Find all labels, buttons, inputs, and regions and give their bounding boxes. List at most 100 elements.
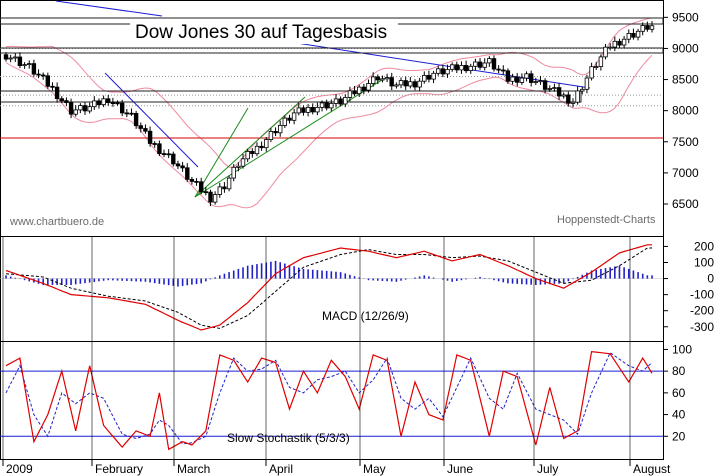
candle-body xyxy=(198,181,204,193)
candle-body xyxy=(68,102,74,115)
stochastic-tick-label: 100 xyxy=(672,342,692,356)
x-tick-label: June xyxy=(447,462,473,476)
candle-body xyxy=(608,46,613,49)
candle-body xyxy=(217,186,222,195)
candle-body xyxy=(640,25,645,32)
candle-body xyxy=(626,33,631,40)
candle-body xyxy=(64,100,69,103)
price-tick-label: 8000 xyxy=(672,104,699,118)
candle-body xyxy=(231,166,236,179)
candle-body xyxy=(542,80,548,90)
candle-body xyxy=(422,75,427,82)
candle-body xyxy=(152,143,157,145)
candle-body xyxy=(296,107,301,114)
candle-body xyxy=(268,130,274,140)
candle-body xyxy=(398,80,404,86)
fan-line xyxy=(194,96,306,198)
candle-body xyxy=(524,73,529,79)
candle-body xyxy=(143,128,148,132)
candle-body xyxy=(305,107,311,113)
candle-body xyxy=(338,98,343,105)
candle-body xyxy=(310,107,315,113)
candle-body xyxy=(78,105,83,111)
x-tick-label: February xyxy=(95,462,143,476)
candle-body xyxy=(394,84,399,87)
candle-body xyxy=(510,76,515,82)
candle-body xyxy=(375,76,380,81)
candle-body xyxy=(133,113,139,127)
candle-body xyxy=(319,102,325,108)
candle-body xyxy=(621,38,627,46)
candle-body xyxy=(552,87,557,89)
candle-body xyxy=(589,66,594,79)
watermark-left: www.chartbuero.de xyxy=(9,216,104,228)
candle-body xyxy=(45,75,50,87)
stochastic-k-line xyxy=(5,350,653,451)
macd-line xyxy=(5,244,652,331)
candle-body xyxy=(124,112,129,115)
macd-tick-label: 200 xyxy=(694,239,714,253)
candle-body xyxy=(408,81,413,87)
candle-body xyxy=(96,100,102,106)
candle-body xyxy=(203,191,208,194)
candle-body xyxy=(645,25,650,30)
candle-body xyxy=(505,70,511,82)
candle-body xyxy=(570,101,576,104)
macd-layer xyxy=(0,244,663,331)
macd-tick-label: -300 xyxy=(690,320,714,334)
candle-body xyxy=(329,103,334,109)
candle-body xyxy=(533,81,538,83)
candle-body xyxy=(212,194,218,203)
candle-body xyxy=(115,102,120,105)
candle-body xyxy=(208,191,213,203)
candle-body xyxy=(496,68,501,71)
candle-body xyxy=(598,56,604,68)
candle-body xyxy=(515,76,520,83)
x-tick-label: May xyxy=(363,462,386,476)
candle-body xyxy=(180,165,185,169)
support-box xyxy=(0,90,582,103)
price-tick-label: 9500 xyxy=(672,10,699,24)
candle-body xyxy=(129,112,134,115)
candle-body xyxy=(440,68,446,75)
candle-body xyxy=(120,102,125,114)
candle-body xyxy=(3,54,9,60)
candle-body xyxy=(445,69,450,75)
candle-body xyxy=(175,163,181,167)
candle-body xyxy=(315,107,320,113)
stochastic-tick-label: 80 xyxy=(672,364,686,378)
candle-body xyxy=(31,63,37,75)
candle-body xyxy=(384,77,390,80)
price-tick-label: 7500 xyxy=(672,135,699,149)
candle-body xyxy=(361,86,367,91)
candle-body xyxy=(26,63,32,65)
candle-body xyxy=(473,61,478,67)
candle-body xyxy=(366,83,371,91)
candle-body xyxy=(291,112,297,121)
bollinger-lower-line xyxy=(5,54,653,209)
candle-body xyxy=(380,78,385,81)
candle-body xyxy=(226,177,232,190)
candle-body xyxy=(584,77,590,90)
candle-body xyxy=(635,30,641,38)
candle-body xyxy=(240,158,246,167)
macd-signal-line xyxy=(5,247,652,329)
price-layer xyxy=(0,0,664,209)
candle-body xyxy=(222,186,227,190)
candle-body xyxy=(487,58,492,64)
candle-body xyxy=(73,109,78,115)
price-tick-label: 7000 xyxy=(672,166,699,180)
candle-body xyxy=(594,66,599,68)
macd-tick-label: -200 xyxy=(690,304,714,318)
resistance-box xyxy=(0,47,664,54)
candle-body xyxy=(54,86,60,99)
candle-body xyxy=(194,180,199,183)
candle-body xyxy=(301,107,306,113)
candle-body xyxy=(106,98,111,104)
trendline xyxy=(104,72,199,168)
candle-body xyxy=(110,102,116,104)
candle-body xyxy=(264,139,269,149)
candle-body xyxy=(82,105,88,112)
candle-body xyxy=(501,69,506,72)
candle-body xyxy=(556,87,562,97)
